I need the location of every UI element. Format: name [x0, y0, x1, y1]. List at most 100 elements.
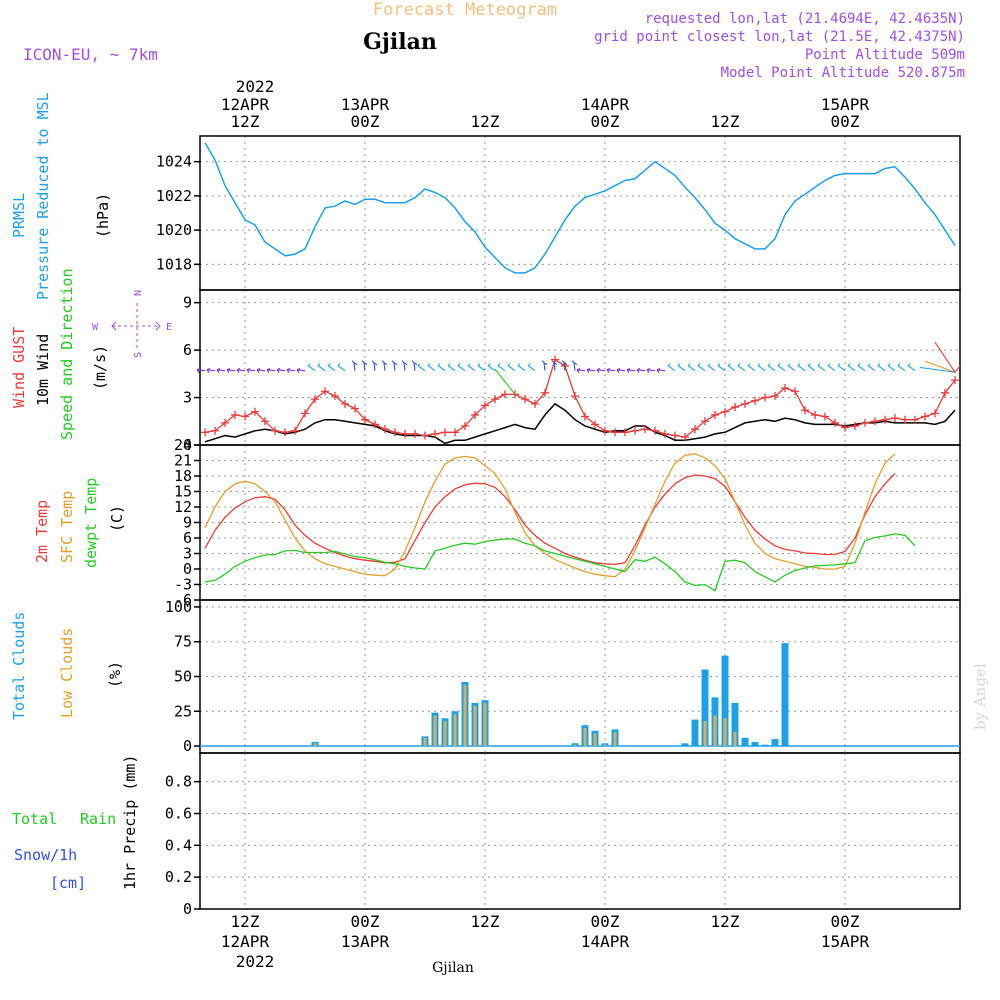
wind-direction-arrow: [887, 363, 896, 372]
wind-gust-point: [201, 428, 209, 437]
wind-direction-arrow: [296, 368, 306, 373]
wind-gust-arrow: [934, 341, 956, 373]
y-tick-label: 21: [174, 452, 192, 470]
top-hour-label: 12Z: [471, 112, 500, 131]
wind-gust-point: [391, 428, 399, 437]
wind-direction-arrow: [586, 368, 596, 373]
wind-direction-arrow: [381, 360, 388, 371]
wind-gust-point: [411, 429, 419, 438]
wind-gust-line: [204, 358, 956, 438]
wind-gust-point: [751, 396, 759, 405]
wind-direction-arrow: [571, 360, 578, 371]
total-cloud-bar: [721, 655, 729, 747]
wind-direction-arrow: [196, 368, 206, 373]
wind-gust-point: [691, 425, 699, 434]
wind-10m-label: 10m Wind: [34, 334, 52, 406]
wind-direction-arrow: [246, 368, 256, 373]
wind-direction-arrow: [417, 363, 426, 372]
wind-gust-arrow: [924, 360, 956, 373]
y-tick-label: -6: [174, 591, 192, 609]
total-cloud-bar: [741, 737, 749, 747]
total-cloud-bar: [761, 744, 769, 747]
y-tick-label: 3: [183, 545, 192, 563]
wind-gust-point: [431, 429, 439, 438]
panel-wind: 0 3 6 9: [183, 289, 961, 454]
y-tick-label: 25: [174, 702, 192, 720]
temp-unit-label: (C): [108, 505, 126, 532]
compass-w: W: [92, 322, 99, 333]
wind-gust-point: [611, 428, 619, 437]
watermark: by Angel: [971, 663, 989, 730]
wind-direction-arrow: [727, 363, 736, 372]
dewpt-label: dewpt Temp: [82, 478, 100, 568]
low-cloud-bar: [313, 743, 317, 747]
wind-speed-line: [204, 402, 956, 445]
y-tick-label: 0.6: [165, 804, 192, 822]
wind-gust-point: [871, 417, 879, 426]
y-tick-label: 15: [174, 483, 192, 501]
wind-gust-point: [851, 422, 859, 431]
bottom-hour-label: 00Z: [591, 912, 620, 931]
wind-gust-point: [651, 426, 659, 435]
wind-gust-arrow: [494, 368, 516, 395]
y-tick-label: 0.4: [165, 836, 192, 854]
grid-coords: grid point closest lon,lat (21.5E, 42.43…: [594, 29, 965, 45]
wind-gust-point: [631, 426, 639, 435]
panel-frame: [199, 135, 961, 291]
chart-panels: 10181020102210240369-6-30369121518212402…: [156, 135, 961, 918]
wind-direction-arrow: [737, 363, 746, 372]
top-date-label: 12APR: [221, 95, 270, 114]
wind-direction-arrow: [467, 363, 476, 372]
panel-pressure: 1018 1020 1022 1024: [156, 135, 961, 291]
low-cloud-bar: [443, 721, 447, 747]
bottom-hour-label: 12Z: [231, 912, 260, 931]
precip-snow-label: Snow/1h: [14, 846, 77, 864]
low-cloud-bar: [723, 718, 727, 747]
y-tick-label: 75: [174, 633, 192, 651]
wind-gust-point: [821, 412, 829, 421]
total-cloud-bar: [771, 739, 779, 747]
wind-gust-point: [351, 404, 359, 413]
model-label: ICON-EU, ~ 7km: [23, 45, 158, 64]
y-tick-label: 0: [183, 737, 192, 755]
wind-gust-point: [771, 391, 779, 400]
y-tick-label: 50: [174, 668, 192, 686]
pressure-unit-label: (hPa): [94, 193, 112, 238]
wind-direction-arrow: [807, 363, 816, 372]
wind-gust-point: [321, 387, 329, 396]
wind-direction-arrow: [551, 360, 558, 371]
prmsl-label: PRMSL: [10, 193, 28, 238]
y-tick-label: 0.8: [165, 773, 192, 791]
wind-direction-arrow: [616, 368, 626, 373]
precip-panel-labels: Total Rain Snow/1h [cm] 1hr Precip (mm): [12, 755, 139, 892]
bottom-hour-label: 00Z: [351, 912, 380, 931]
wind-direction-arrow: [527, 363, 536, 372]
wind-direction-arrow: [411, 360, 418, 371]
wind-gust-point: [661, 429, 669, 438]
wind-direction-arrow: [256, 368, 266, 373]
wind-direction-arrow: [317, 363, 326, 372]
wind-gust-point: [331, 391, 339, 400]
bottom-date-label: 14APR: [581, 932, 630, 951]
wind-gust-point: [881, 415, 889, 424]
wind-direction-arrow: [757, 363, 766, 372]
wind-gust-point: [311, 395, 319, 404]
wind-gust-point: [471, 410, 479, 419]
wind-gust-point: [811, 410, 819, 419]
total-cloud-bar: [701, 669, 709, 747]
panel-precip: 0 0.2 0.4 0.6 0.8: [165, 752, 961, 918]
wind-direction-arrow: [897, 363, 906, 372]
y-tick-label: 3: [183, 389, 192, 407]
precip-total-label: Total: [12, 810, 57, 828]
precip-cm-label: [cm]: [50, 874, 86, 892]
wind-direction-arrow: [677, 363, 686, 372]
wind-gust-point: [761, 393, 769, 402]
wind-gust-point: [921, 412, 929, 421]
wind-direction-arrow: [477, 363, 486, 372]
top-date-label: 13APR: [341, 95, 390, 114]
wind-gust-point: [231, 410, 239, 419]
top-hour-label: 00Z: [351, 112, 380, 131]
wind-direction-arrow: [517, 363, 526, 372]
